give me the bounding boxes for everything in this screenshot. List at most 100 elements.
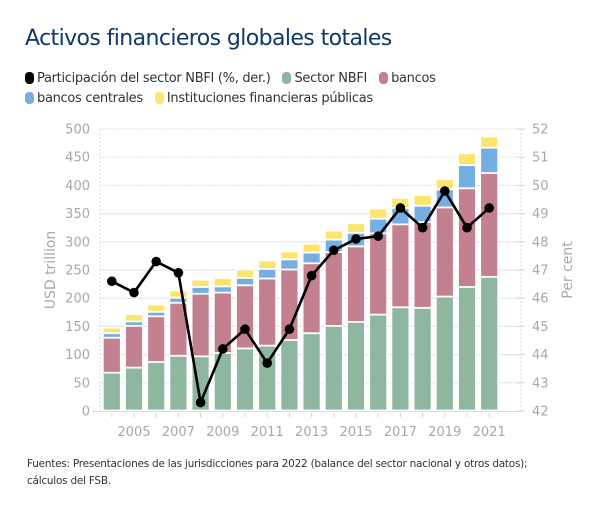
x-tick-label: 2021 xyxy=(473,425,506,440)
bar-public-fi xyxy=(280,251,299,260)
bar-banks xyxy=(147,316,166,362)
bar-nbfi xyxy=(280,340,299,411)
y2-tick-label: 42 xyxy=(532,405,549,420)
bar-public-fi xyxy=(369,208,388,219)
axes xyxy=(92,128,525,417)
nbfi-share-point xyxy=(218,344,228,354)
bar-central-banks xyxy=(169,297,188,303)
bar-banks xyxy=(391,224,410,308)
y2-tick-label: 46 xyxy=(532,292,549,307)
bar-central-banks xyxy=(147,311,166,317)
nbfi-share-point xyxy=(306,270,317,281)
nbfi-share-point xyxy=(173,268,184,278)
y-tick-label: 150 xyxy=(65,320,90,335)
bar-nbfi xyxy=(347,322,365,411)
bar-central-banks xyxy=(369,218,388,234)
bar-nbfi xyxy=(236,348,254,411)
bar-nbfi xyxy=(480,276,499,411)
y-tick-label: 500 xyxy=(65,123,90,138)
legend-item-public-fi[interactable]: Instituciones financieras públicas xyxy=(154,91,373,106)
bar-banks xyxy=(258,278,277,346)
y2-tick-label: 48 xyxy=(532,235,549,250)
bar-banks xyxy=(369,233,388,315)
bar-nbfi xyxy=(169,355,188,411)
x-tick-label: 2019 xyxy=(428,425,461,440)
y2-tick-label: 45 xyxy=(532,320,549,335)
x-tick-label: 2009 xyxy=(206,425,239,440)
bar-banks xyxy=(191,293,210,357)
bar-central-banks xyxy=(302,252,321,264)
nbfi-share-point xyxy=(240,324,250,335)
bar-central-banks xyxy=(280,259,299,270)
x-tick-label: 2013 xyxy=(295,425,328,440)
y-tick-label: 300 xyxy=(65,235,90,250)
legend-label: bancos xyxy=(391,70,436,86)
bar-central-banks xyxy=(125,321,143,326)
y2-tick-label: 47 xyxy=(532,264,549,279)
legend-swatch-public-fi xyxy=(154,92,164,104)
bar-nbfi xyxy=(147,362,166,411)
bar-banks xyxy=(413,222,432,308)
legend-item-central-banks[interactable]: bancos centrales xyxy=(25,91,143,106)
legend-label: Participación del sector NBFI (%, der.) xyxy=(37,70,271,86)
y2-tick-label: 44 xyxy=(532,348,549,363)
nbfi-share-polyline xyxy=(111,189,491,404)
nbfi-share-point xyxy=(329,245,339,256)
nbfi-share-point xyxy=(395,203,406,213)
y-tick-label: 50 xyxy=(73,376,90,391)
bar-banks xyxy=(480,173,499,277)
nbfi-share-point xyxy=(107,276,117,287)
bar-banks xyxy=(347,246,365,322)
bar-public-fi xyxy=(169,290,188,298)
x-tick-label: 2015 xyxy=(339,425,372,440)
legend-item-nbfi-share[interactable]: Participación del sector NBFI (%, der.) xyxy=(25,70,271,86)
legend-swatch-nbfi xyxy=(282,72,292,84)
bar-public-fi xyxy=(347,223,365,233)
y-tick-label: 350 xyxy=(65,207,90,222)
bar-nbfi xyxy=(458,287,476,411)
y-tick-label: 400 xyxy=(65,179,90,194)
nbfi-share-point xyxy=(440,186,450,196)
bar-public-fi xyxy=(125,314,143,322)
legend-label: Sector NBFI xyxy=(294,70,368,86)
bar-public-fi xyxy=(213,278,232,287)
x-tick-label: 2007 xyxy=(162,425,195,440)
bar-central-banks xyxy=(258,269,277,279)
bar-public-fi xyxy=(236,269,254,278)
bar-public-fi xyxy=(147,304,166,312)
bar-central-banks xyxy=(102,333,121,338)
bar-nbfi xyxy=(369,314,388,411)
bar-public-fi xyxy=(302,243,321,253)
nbfi-share-point xyxy=(484,203,495,213)
y-tick-label: 200 xyxy=(65,292,90,307)
nbfi-share-point xyxy=(462,222,472,233)
legend-item-nbfi[interactable]: Sector NBFI xyxy=(282,71,367,86)
y-tick-label: 250 xyxy=(65,264,90,279)
legend: Participación del sector NBFI (%, der.) … xyxy=(25,68,585,108)
legend-row-1: Participación del sector NBFI (%, der.) … xyxy=(25,68,585,88)
bar-nbfi xyxy=(102,372,121,411)
bar-nbfi xyxy=(324,325,343,411)
bar-central-banks xyxy=(191,287,210,294)
legend-item-banks[interactable]: bancos xyxy=(379,71,436,86)
nbfi-share-point xyxy=(417,222,428,233)
bar-central-banks xyxy=(236,278,254,286)
nbfi-share-point xyxy=(129,287,139,298)
tick-labels: 0 50 100 150 200 250 300 350 400 450 500 42 43 44 45 46… xyxy=(65,123,548,441)
bar-public-fi xyxy=(102,327,121,334)
bar-central-banks xyxy=(458,165,476,189)
bar-banks xyxy=(102,337,121,373)
y2-tick-label: 52 xyxy=(532,123,549,138)
legend-swatch-banks xyxy=(379,72,389,84)
source-note: Fuentes: Presentaciones de las jurisdicc… xyxy=(27,456,597,490)
y2-tick-label: 49 xyxy=(532,207,549,222)
nbfi-share-point xyxy=(284,324,295,335)
bar-public-fi xyxy=(413,195,432,206)
bar-public-fi xyxy=(324,230,343,240)
nbfi-share-point xyxy=(373,231,384,241)
y-axis-title: USD trillion xyxy=(43,231,59,310)
x-tick-label: 2005 xyxy=(117,425,150,440)
bar-banks xyxy=(435,207,454,297)
source-note-line-2: cálculos del FSB. xyxy=(27,475,111,487)
